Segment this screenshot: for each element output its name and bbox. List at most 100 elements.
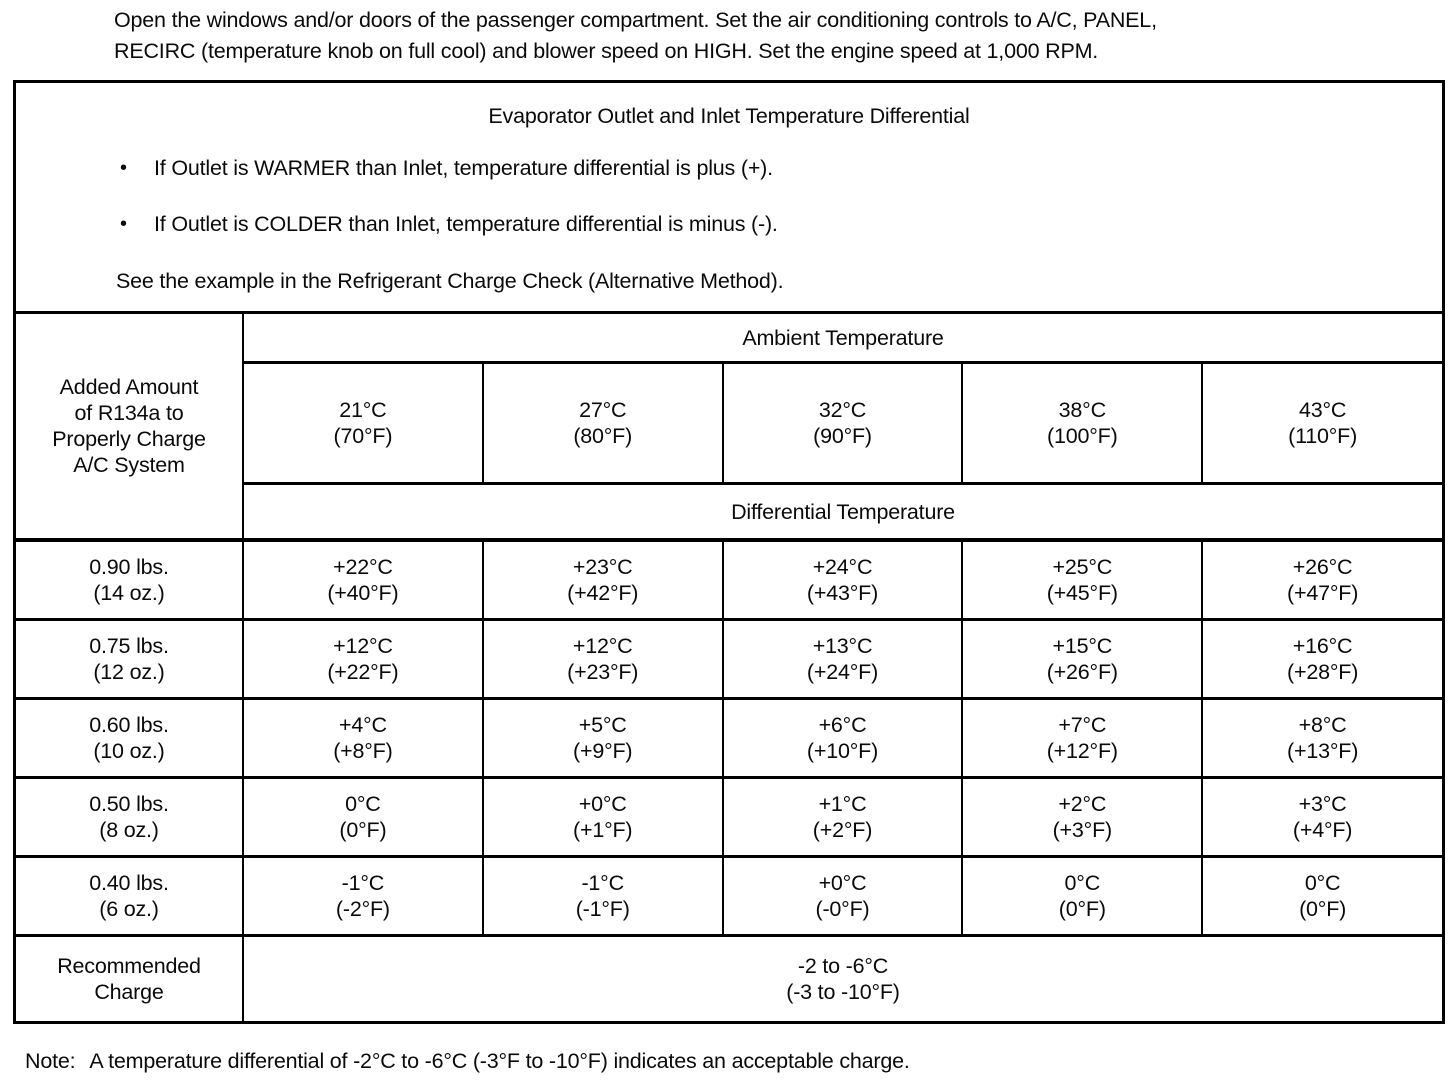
table-row-differential-band: Differential Temperature (16, 482, 1442, 542)
footnote: Note: A temperature differential of -2°C … (25, 1048, 910, 1075)
data-cell: +25°C (+45°F) (961, 538, 1204, 621)
cell-celsius: +1°C (818, 792, 867, 816)
table-row-060lbs: 0.60 lbs. (10 oz.) +4°C (+8°F) +5°C (+9°… (16, 697, 1442, 779)
cell-fahrenheit: (+45°F) (1046, 581, 1118, 605)
column-header-43c: 43°C (110°F) (1201, 361, 1442, 485)
cell-fahrenheit: (+8°F) (333, 739, 393, 763)
table-row-090lbs: 0.90 lbs. (14 oz.) +22°C (+40°F) +23°C (… (16, 538, 1442, 621)
temp-celsius: 27°C (579, 398, 627, 422)
row-header-line: Added Amount (59, 375, 199, 399)
bullet-text: If Outlet is WARMER than Inlet, temperat… (154, 156, 773, 180)
cell-fahrenheit: (+40°F) (327, 581, 399, 605)
row-label-amount: 0.75 lbs. (89, 634, 169, 658)
intro-paragraph: Open the windows and/or doors of the pas… (114, 5, 1414, 67)
data-cell: 0°C (0°F) (961, 855, 1204, 937)
differential-temperature-header: Differential Temperature (242, 482, 1442, 542)
row-label-amount: 0.60 lbs. (89, 713, 169, 737)
cell-celsius: +7°C (1058, 713, 1107, 737)
cell-fahrenheit: (+12°F) (1046, 739, 1118, 763)
data-cell: 0°C (0°F) (242, 776, 484, 858)
column-header-27c: 27°C (80°F) (481, 361, 724, 485)
row-header-added-amount: Added Amount of R134a to Properly Charge… (16, 314, 244, 542)
cell-fahrenheit: (+10°F) (806, 739, 879, 763)
cell-fahrenheit: (+47°F) (1287, 581, 1359, 605)
cell-celsius: +24°C (812, 555, 873, 579)
cell-fahrenheit: (+28°F) (1287, 660, 1359, 684)
data-cell: +23°C (+42°F) (481, 538, 724, 621)
cell-fahrenheit: (+4°F) (1292, 818, 1353, 842)
cell-fahrenheit: (-3 to -10°F) (786, 980, 900, 1004)
cell-celsius: +2°C (1058, 792, 1107, 816)
temp-fahrenheit: (100°F) (1047, 424, 1118, 448)
cell-celsius: +5°C (578, 713, 627, 737)
recommended-label-line: Recommended (57, 954, 201, 978)
cell-celsius: -1°C (341, 871, 385, 895)
cell-fahrenheit: (+26°F) (1046, 660, 1118, 684)
row-label-oz: (6 oz.) (99, 897, 159, 921)
row-label-amount: 0.40 lbs. (89, 871, 169, 895)
cell-celsius: +25°C (1052, 555, 1113, 579)
cell-celsius: +23°C (572, 555, 633, 579)
temp-fahrenheit: (80°F) (573, 424, 633, 448)
temp-fahrenheit: (90°F) (813, 424, 872, 448)
note-label: Note: (25, 1049, 76, 1073)
temp-celsius: 21°C (339, 398, 387, 422)
row-label-oz: (8 oz.) (99, 818, 159, 842)
data-cell: +15°C (+26°F) (961, 618, 1204, 700)
cell-celsius: +15°C (1052, 634, 1113, 658)
table-row-ambient-band: Added Amount of R134a to Properly Charge… (16, 314, 1442, 542)
cell-fahrenheit: (-2°F) (335, 897, 390, 921)
data-cell: +22°C (+40°F) (242, 538, 484, 621)
bullet-text: If Outlet is COLDER than Inlet, temperat… (154, 212, 778, 236)
cell-celsius: -2 to -6°C (797, 954, 889, 978)
column-header-21c: 21°C (70°F) (242, 361, 484, 485)
cell-fahrenheit: (0°F) (339, 818, 387, 842)
data-cell: +13°C (+24°F) (721, 618, 964, 700)
cell-fahrenheit: (0°F) (1058, 897, 1106, 921)
cell-fahrenheit: (+24°F) (806, 660, 879, 684)
data-cell: +7°C (+12°F) (961, 697, 1204, 779)
row-label-amount: 0.50 lbs. (89, 792, 169, 816)
cell-celsius: +12°C (333, 634, 393, 658)
row-header-line: Properly Charge (52, 427, 206, 451)
cell-celsius: +0°C (818, 871, 867, 895)
row-label: 0.40 lbs. (6 oz.) (16, 855, 244, 937)
data-cell: +24°C (+43°F) (721, 538, 964, 621)
info-title: Evaporator Outlet and Inlet Temperature … (488, 104, 970, 128)
table-row-050lbs: 0.50 lbs. (8 oz.) 0°C (0°F) +0°C (+1°F) … (16, 776, 1442, 858)
chart-outer-box: Evaporator Outlet and Inlet Temperature … (13, 80, 1445, 1024)
data-cell: -1°C (-2°F) (242, 855, 484, 937)
temp-celsius: 38°C (1058, 398, 1106, 422)
cell-fahrenheit: (+13°F) (1287, 739, 1359, 763)
cell-fahrenheit: (+2°F) (812, 818, 873, 842)
table-row-ambient-temps: 21°C (70°F) 27°C (80°F) 32°C (90°F) 38°C… (16, 361, 1442, 485)
intro-line-2: RECIRC (temperature knob on full cool) a… (114, 39, 1099, 63)
temp-celsius: 43°C (1298, 398, 1347, 422)
data-cell: +1°C (+2°F) (721, 776, 964, 858)
cell-fahrenheit: (+23°F) (567, 660, 639, 684)
cell-celsius: +16°C (1292, 634, 1353, 658)
data-cell: +6°C (+10°F) (721, 697, 964, 779)
cell-celsius: +26°C (1292, 555, 1353, 579)
cell-fahrenheit: (+1°F) (573, 818, 633, 842)
cell-fahrenheit: (-1°F) (575, 897, 630, 921)
row-header-line: A/C System (73, 453, 185, 477)
note-text: A temperature differential of -2°C to -6… (89, 1049, 910, 1073)
cell-fahrenheit: (+3°F) (1052, 818, 1113, 842)
data-cell: +12°C (+22°F) (242, 618, 484, 700)
temp-fahrenheit: (110°F) (1288, 424, 1358, 448)
cell-fahrenheit: (+42°F) (567, 581, 639, 605)
row-label: 0.75 lbs. (12 oz.) (16, 618, 244, 700)
cell-fahrenheit: (+9°F) (573, 739, 633, 763)
see-example-text: See the example in the Refrigerant Charg… (116, 269, 784, 293)
data-cell: +5°C (+9°F) (481, 697, 724, 779)
bullet-item-colder: • If Outlet is COLDER than Inlet, temper… (120, 211, 1442, 238)
refrigerant-charge-table: Added Amount of R134a to Properly Charge… (16, 314, 1442, 1021)
cell-celsius: +22°C (333, 555, 393, 579)
table-row-040lbs: 0.40 lbs. (6 oz.) -1°C (-2°F) -1°C (-1°F… (16, 855, 1442, 937)
row-label: 0.90 lbs. (14 oz.) (16, 538, 244, 621)
temp-fahrenheit: (70°F) (333, 424, 393, 448)
data-cell: +4°C (+8°F) (242, 697, 484, 779)
data-cell: +0°C (+1°F) (481, 776, 724, 858)
